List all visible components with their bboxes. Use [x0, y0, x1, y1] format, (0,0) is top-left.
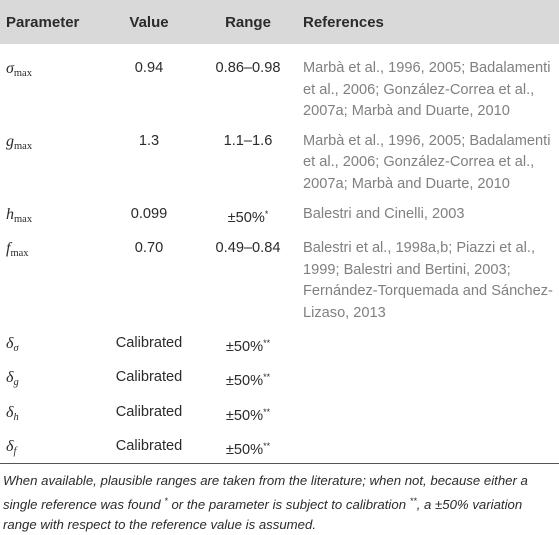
- header-parameter: Parameter: [6, 13, 80, 31]
- range-cell: ±50%*: [198, 200, 298, 235]
- parameter-cell: fmax: [0, 234, 100, 328]
- value-cell: 0.70: [134, 240, 164, 257]
- table-row: σmax 0.94 0.86–0.98 Marbà et al., 1996, …: [0, 44, 559, 127]
- range-footnote-mark: **: [263, 337, 271, 348]
- parameter-cell: δg: [0, 363, 100, 398]
- references-cell: [298, 432, 559, 467]
- parameter-cell: σmax: [0, 44, 100, 127]
- range-cell: ±50%**: [198, 363, 298, 398]
- parameter-subscript: h: [13, 411, 19, 423]
- range-cell: 0.86–0.98: [215, 60, 281, 76]
- range-footnote-mark: **: [263, 372, 271, 383]
- range-footnote-mark: **: [263, 441, 271, 452]
- parameter-table-sheet: Parameter Value Range References σmax 0.…: [0, 0, 559, 467]
- value-cell: Calibrated: [115, 369, 183, 386]
- references-cell: [298, 398, 559, 433]
- footnote-mark-double: **: [409, 496, 417, 506]
- parameter-subscript: max: [10, 248, 29, 260]
- range-cell: ±50%**: [198, 329, 298, 364]
- references-cell: [298, 363, 559, 398]
- range-cell: 1.1–1.6: [223, 132, 273, 149]
- footnote-text-2: or the parameter is subject to calibrati…: [167, 497, 410, 512]
- parameter-symbol: g: [6, 132, 14, 150]
- header-references: References: [303, 13, 384, 31]
- range-text: ±50%: [225, 338, 264, 355]
- value-cell: 0.94: [134, 60, 164, 76]
- footnote-text-3: , a ±50% variation range with respect to…: [3, 497, 523, 532]
- table-header-row: Parameter Value Range References: [0, 0, 559, 44]
- table-row: hmax 0.099 ±50%* Balestri and Cinelli, 2…: [0, 200, 559, 235]
- parameter-cell: δf: [0, 432, 100, 467]
- range-text: ±50%: [225, 407, 264, 424]
- range-text: ±50%: [225, 442, 264, 459]
- footnote-mark-single: *: [164, 496, 168, 506]
- value-cell: 1.3: [138, 132, 160, 149]
- references-cell: [298, 329, 559, 364]
- table-row: gmax 1.3 1.1–1.6 Marbà et al., 1996, 200…: [0, 127, 559, 200]
- references-cell: Balestri and Cinelli, 2003: [303, 205, 465, 222]
- parameter-symbol: f: [6, 240, 11, 258]
- parameter-subscript: g: [13, 377, 19, 389]
- parameter-cell: δh: [0, 398, 100, 433]
- parameter-symbol: δ: [6, 403, 14, 421]
- header-range: Range: [225, 13, 271, 31]
- references-cell: Balestri et al., 1998a,b; Piazzi et al.,…: [303, 240, 553, 321]
- table-row: δg Calibrated ±50%**: [0, 363, 559, 398]
- parameter-symbol: h: [6, 205, 14, 223]
- value-cell: Calibrated: [115, 334, 183, 351]
- footnote-text-1: When available, plausible ranges are tak…: [3, 473, 528, 512]
- parameter-table: Parameter Value Range References σmax 0.…: [0, 0, 559, 467]
- parameter-subscript: f: [13, 446, 17, 458]
- parameter-subscript: max: [13, 68, 32, 79]
- parameter-symbol: δ: [6, 369, 14, 387]
- table-footnote: When available, plausible ranges are tak…: [3, 471, 555, 535]
- header-value: Value: [129, 13, 169, 31]
- range-cell: ±50%**: [198, 432, 298, 467]
- parameter-cell: δσ: [0, 329, 100, 364]
- range-text: ±50%: [225, 373, 264, 390]
- parameter-symbol: σ: [6, 60, 14, 77]
- table-row: δf Calibrated ±50%**: [0, 432, 559, 467]
- parameter-subscript: max: [14, 213, 33, 225]
- value-cell: Calibrated: [115, 438, 183, 455]
- table-bottom-rule: [0, 463, 559, 464]
- value-cell: Calibrated: [115, 403, 183, 420]
- range-cell: ±50%**: [198, 398, 298, 433]
- parameter-cell: hmax: [0, 200, 100, 235]
- range-text: ±50%: [227, 209, 265, 226]
- references-cell: Marbà et al., 1996, 2005; Badalamenti et…: [303, 132, 551, 192]
- table-row: δσ Calibrated ±50%**: [0, 329, 559, 364]
- range-footnote-mark: *: [264, 208, 269, 219]
- parameter-symbol: δ: [6, 438, 14, 456]
- table-row: fmax 0.70 0.49–0.84 Balestri et al., 199…: [0, 234, 559, 328]
- parameter-subscript: σ: [13, 342, 19, 354]
- range-cell: 0.49–0.84: [215, 240, 281, 257]
- table-row: δh Calibrated ±50%**: [0, 398, 559, 433]
- parameter-symbol: δ: [6, 334, 14, 352]
- range-footnote-mark: **: [263, 406, 271, 417]
- parameter-subscript: max: [14, 140, 33, 152]
- value-cell: 0.099: [130, 205, 168, 222]
- parameter-cell: gmax: [0, 127, 100, 200]
- references-cell: Marbà et al., 1996, 2005; Badalamenti et…: [303, 60, 551, 120]
